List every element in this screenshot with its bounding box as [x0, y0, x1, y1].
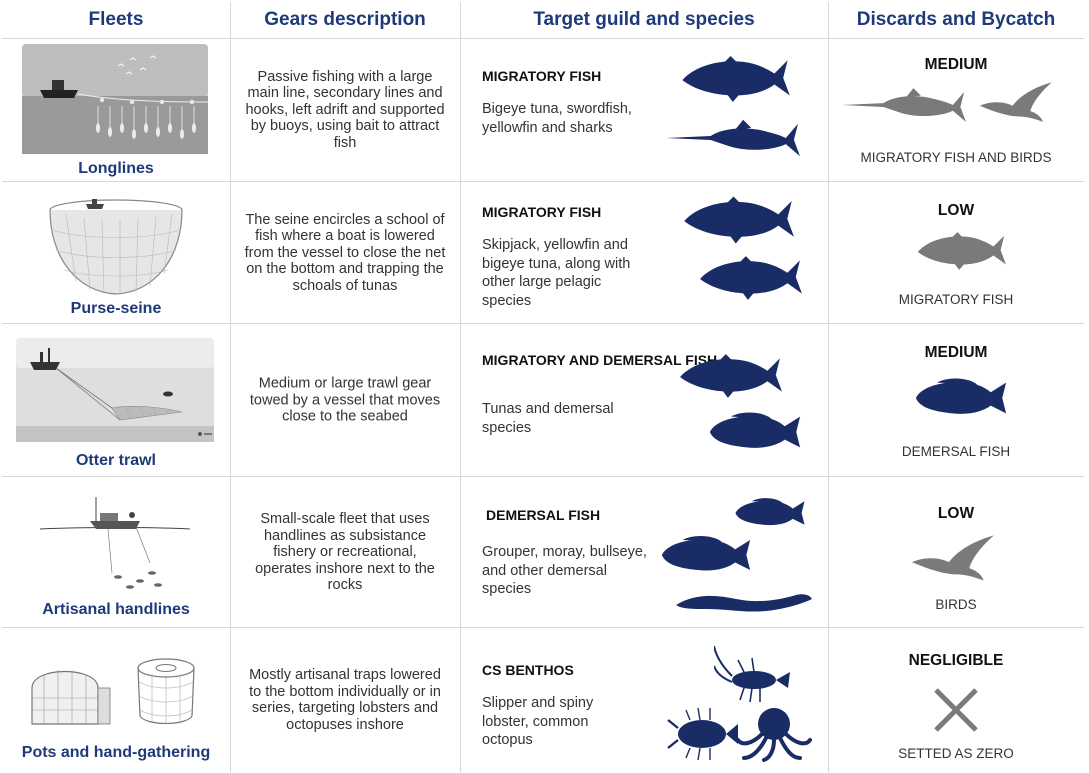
fleet-name: Artisanal handlines — [42, 601, 190, 618]
species-list: Grouper, moray, bullseye, and other deme… — [482, 544, 647, 597]
gear-cell: Passive fishing with a large main line, … — [230, 38, 460, 181]
gear-cell: Mostly artisanal traps lowered to the bo… — [230, 628, 460, 772]
header-gears: Gears description — [264, 9, 426, 30]
bycatch-level: MEDIUM — [924, 344, 988, 361]
trap-illustration — [31, 670, 111, 725]
bycatch-label: DEMERSAL FISH — [901, 444, 1011, 459]
gear-description: Passive fishing with a large main line, … — [245, 68, 445, 151]
gear-cell: Medium or large trawl gear towed by a ve… — [230, 324, 460, 476]
slipper-lobster-icon — [667, 708, 738, 760]
fleet-cell: Purse-seine — [2, 182, 230, 323]
gear-cell: The seine encircles a school of fish whe… — [230, 182, 460, 323]
species-list: Tunas and demersal species — [482, 401, 614, 436]
gear-cell: Small-scale fleet that uses handlines as… — [230, 477, 460, 627]
otter-trawl-illustration — [16, 338, 214, 442]
bycatch-label: MIGRATORY FISH — [898, 292, 1014, 307]
target-cell: MIGRATORY FISH Bigeye tuna, swordfish, y… — [460, 38, 828, 181]
spiny-lobster-icon — [714, 646, 790, 703]
header-target: Target guild and species — [533, 9, 755, 30]
guild-title: MIGRATORY FISH — [482, 68, 602, 84]
fleet-name: Longlines — [78, 160, 154, 177]
gear-description: Mostly artisanal traps lowered to the bo… — [249, 667, 441, 733]
bycatch-label: SETTED AS ZERO — [898, 746, 1014, 761]
gear-description: Small-scale fleet that uses handlines as… — [255, 510, 435, 593]
target-cell: MIGRATORY FISH Skipjack, yellowfin and b… — [460, 182, 828, 323]
bullseye-icon — [661, 535, 751, 571]
column-divider — [460, 2, 461, 772]
grouper-icon — [735, 498, 805, 526]
bird-icon — [912, 535, 994, 581]
bycatch-label: MIGRATORY FISH AND BIRDS — [860, 150, 1052, 165]
fleet-cell: Longlines — [2, 38, 230, 181]
species-list: Bigeye tuna, swordfish, yellowfin and sh… — [482, 101, 632, 136]
bycatch-level: NEGLIGIBLE — [908, 652, 1004, 669]
bycatch-level: LOW — [937, 505, 975, 522]
bycatch-label: BIRDS — [935, 597, 977, 612]
table-row-pots: Pots and hand-gathering Mostly artisanal… — [2, 628, 1084, 772]
gear-description: The seine encircles a school of fish whe… — [244, 211, 446, 294]
octopus-icon — [736, 708, 812, 762]
handline-illustration — [40, 497, 190, 589]
discards-cell: LOW BIRDS — [828, 477, 1084, 627]
fleet-cell: Pots and hand-gathering — [2, 628, 230, 772]
column-divider — [230, 2, 231, 772]
tuna-icon — [684, 196, 794, 244]
guild-title: DEMERSAL FISH — [486, 507, 601, 523]
guild-title: CS BENTHOS — [482, 662, 574, 678]
tuna-icon — [917, 232, 1006, 270]
target-cell: CS BENTHOS Slipper and spiny lobster, co… — [460, 628, 828, 772]
longline-illustration — [22, 44, 208, 154]
discards-cell: LOW MIGRATORY FISH — [828, 182, 1084, 323]
tuna-icon — [682, 56, 790, 102]
guild-title: MIGRATORY AND DEMERSAL FISH — [482, 352, 718, 368]
species-list: Skipjack, yellowfin and bigeye tuna, alo… — [482, 237, 631, 309]
cross-icon — [934, 688, 978, 732]
header-discards: Discards and Bycatch — [856, 9, 1056, 30]
fleet-cell: Artisanal handlines — [2, 477, 230, 627]
swordfish-icon — [842, 88, 966, 122]
species-list: Slipper and spiny lobster, common octopu… — [482, 695, 594, 748]
tuna-icon — [700, 256, 802, 300]
column-divider — [828, 2, 829, 772]
fleet-name: Purse-seine — [70, 300, 162, 317]
discards-cell: MEDIUM MIGRATORY FISH AND BIRDS — [828, 38, 1084, 181]
table-row-otter-trawl: Otter trawl Medium or large trawl gear t… — [2, 324, 1084, 477]
bycatch-level: MEDIUM — [924, 56, 988, 73]
moray-icon — [676, 594, 812, 612]
demersal-fish-icon — [915, 378, 1007, 414]
tuna-icon — [680, 354, 782, 398]
gear-description: Medium or large trawl gear towed by a ve… — [249, 375, 441, 425]
header-fleets: Fleets — [88, 9, 144, 30]
fleet-name: Pots and hand-gathering — [21, 744, 211, 761]
guild-title: MIGRATORY FISH — [482, 204, 602, 220]
table-row-longlines: Longlines Passive fishing with a large m… — [2, 38, 1084, 182]
discards-cell: NEGLIGIBLE SETTED AS ZERO — [828, 628, 1084, 772]
demersal-fish-icon — [709, 412, 801, 448]
target-cell: MIGRATORY AND DEMERSAL FISH Tunas and de… — [460, 324, 828, 476]
discards-cell: MEDIUM DEMERSAL FISH — [828, 324, 1084, 476]
bycatch-level: LOW — [937, 202, 975, 219]
fleet-cell: Otter trawl — [2, 324, 230, 476]
round-trap-illustration — [137, 658, 195, 725]
swordfish-icon — [666, 119, 800, 157]
purse-seine-illustration — [49, 199, 183, 295]
bird-icon — [980, 82, 1052, 122]
table-row-artisanal-handlines: Artisanal handlines Small-scale fleet th… — [2, 477, 1084, 628]
table-row-purse-seine: Purse-seine The seine encircles a school… — [2, 182, 1084, 324]
fleet-name: Otter trawl — [75, 452, 156, 469]
table-header: Fleets Gears description Target guild an… — [2, 2, 1084, 39]
target-cell: DEMERSAL FISH Grouper, moray, bullseye, … — [460, 477, 828, 627]
